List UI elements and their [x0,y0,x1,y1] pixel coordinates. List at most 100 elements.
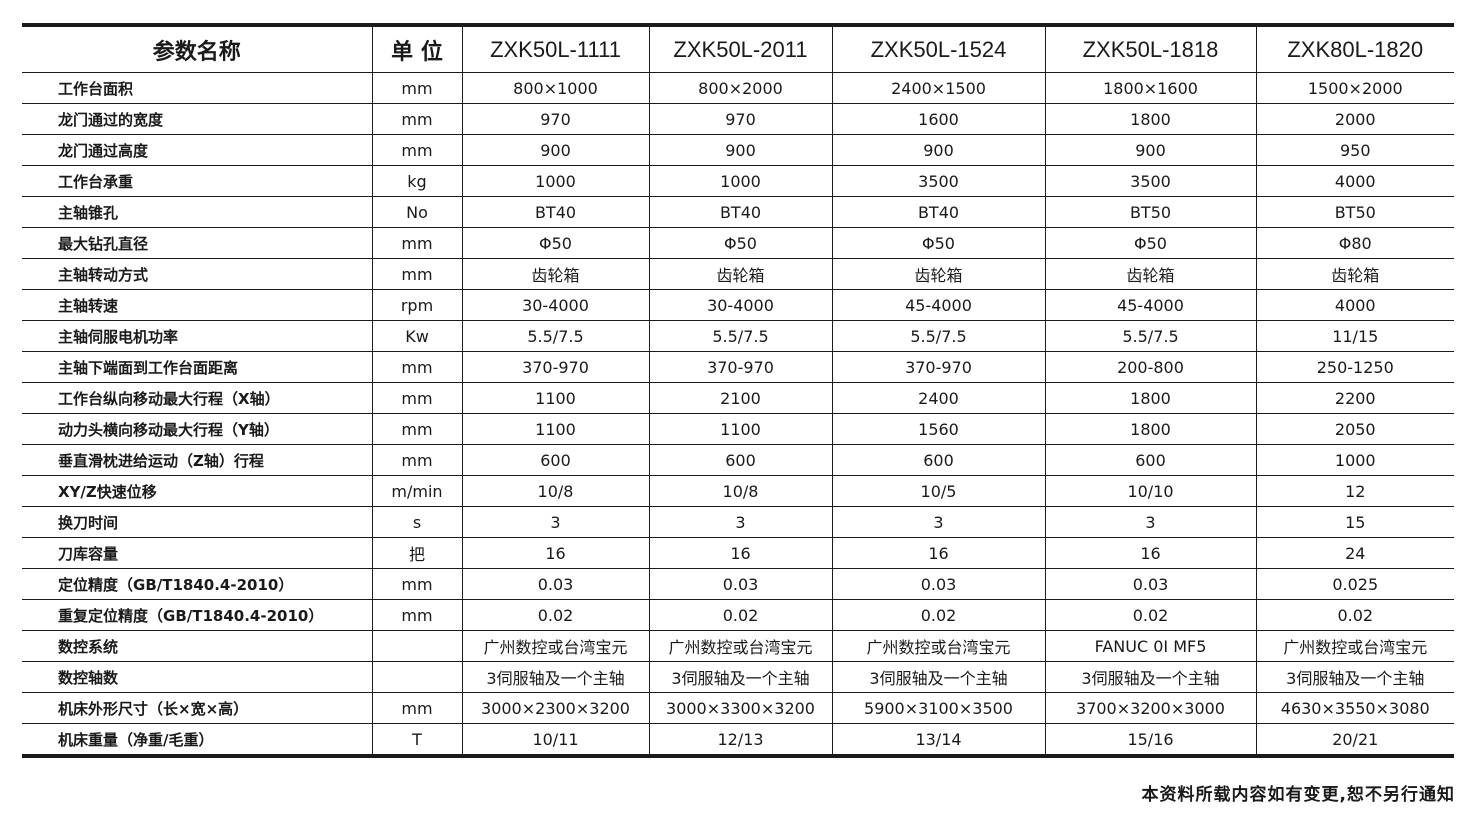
table-row: 工作台纵向移动最大行程（X轴） mm 1100 2100 2400 1800 2200 [22,382,1454,414]
value-cell: FANUC 0I MF5 [1044,630,1257,662]
value-cell: 16 [461,537,650,569]
param-name-cell: 动力头横向移动最大行程（Y轴） [22,413,373,445]
value-cell: 2100 [648,382,833,414]
param-name-cell: 主轴下端面到工作台面距离 [22,351,373,383]
unit-cell: s [371,506,463,538]
param-name-cell: 主轴伺服电机功率 [22,320,373,352]
value-cell: 16 [1044,537,1257,569]
value-cell: Φ50 [461,227,650,259]
unit-cell: mm [371,227,463,259]
value-cell: 45-4000 [831,289,1046,321]
value-cell: 5.5/7.5 [461,320,650,352]
value-cell: 600 [461,444,650,476]
spec-table: 参数名称 单 位 ZXK50L-1111 ZXK50L-2011 ZXK50L-15… [22,23,1454,758]
value-cell: 广州数控或台湾宝元 [831,630,1046,662]
value-cell: 2400 [831,382,1046,414]
value-cell: Φ50 [1044,227,1257,259]
value-cell: 0.03 [1044,568,1257,600]
value-cell: 16 [831,537,1046,569]
value-cell: BT40 [648,196,833,228]
value-cell: 250-1250 [1255,351,1454,383]
param-name-cell: 垂直滑枕进给运动（Z轴）行程 [22,444,373,476]
disclaimer-note: 本资料所载内容如有变更,恕不另行通知 [1141,785,1455,805]
value-cell: 10/10 [1044,475,1257,507]
value-cell: 5.5/7.5 [831,320,1046,352]
value-cell: 12/13 [648,723,833,757]
model-header: ZXK50L-1524 [831,24,1046,73]
value-cell: 3 [461,506,650,538]
param-name-cell: 主轴转动方式 [22,258,373,290]
value-cell: 370-970 [648,351,833,383]
table-row: 龙门通过的宽度 mm 970 970 1600 1800 2000 [22,103,1454,135]
value-cell: 10/5 [831,475,1046,507]
table-row: 主轴转速 rpm 30-4000 30-4000 45-4000 45-4000 4000 [22,289,1454,321]
value-cell: BT40 [831,196,1046,228]
value-cell: 0.025 [1255,568,1454,600]
value-cell: 900 [648,134,833,166]
table-row: 数控轴数 3伺服轴及一个主轴 3伺服轴及一个主轴 3伺服轴及一个主轴 3伺服轴及一个主轴… [22,661,1454,693]
value-cell: 齿轮箱 [648,258,833,290]
param-name-cell: 龙门通过高度 [22,134,373,166]
value-cell: 970 [461,103,650,135]
unit-cell: mm [371,444,463,476]
unit-cell: 把 [371,537,463,569]
value-cell: Φ50 [648,227,833,259]
unit-cell: mm [371,568,463,600]
value-cell: 1560 [831,413,1046,445]
param-name-cell: 重复定位精度（GB/T1840.4-2010） [22,599,373,631]
unit-cell: mm [371,72,463,104]
value-cell: 3 [648,506,833,538]
value-cell: 齿轮箱 [461,258,650,290]
value-cell: 齿轮箱 [831,258,1046,290]
unit-cell: Kw [371,320,463,352]
value-cell: 4000 [1255,289,1454,321]
value-cell: 950 [1255,134,1454,166]
param-name-cell: 主轴锥孔 [22,196,373,228]
param-name-cell: 刀库容量 [22,537,373,569]
table-row: XY/Z快速位移 m/min 10/8 10/8 10/5 10/10 12 [22,475,1454,507]
value-cell: 970 [648,103,833,135]
value-cell: 0.02 [648,599,833,631]
value-cell: 2000 [1255,103,1454,135]
value-cell: 1500×2000 [1255,72,1454,104]
value-cell: 600 [1044,444,1257,476]
param-name-cell: 龙门通过的宽度 [22,103,373,135]
value-cell: 11/15 [1255,320,1454,352]
unit-cell: mm [371,692,463,724]
value-cell: 3000×2300×3200 [461,692,650,724]
value-cell: 800×1000 [461,72,650,104]
unit-cell: rpm [371,289,463,321]
unit-cell: mm [371,134,463,166]
unit-cell: mm [371,413,463,445]
param-name-cell: 工作台面积 [22,72,373,104]
value-cell: 2050 [1255,413,1454,445]
param-name-cell: 工作台纵向移动最大行程（X轴） [22,382,373,414]
unit-cell [371,630,463,662]
value-cell: 15 [1255,506,1454,538]
value-cell: 10/11 [461,723,650,757]
value-cell: 3 [831,506,1046,538]
param-name-cell: 机床重量（净重/毛重） [22,723,373,757]
table-row: 主轴转动方式 mm 齿轮箱 齿轮箱 齿轮箱 齿轮箱 齿轮箱 [22,258,1454,290]
param-name-cell: XY/Z快速位移 [22,475,373,507]
value-cell: 15/16 [1044,723,1257,757]
unit-cell: mm [371,382,463,414]
param-name-cell: 最大钻孔直径 [22,227,373,259]
value-cell: 4630×3550×3080 [1255,692,1454,724]
value-cell: 3伺服轴及一个主轴 [461,661,650,693]
value-cell: 1000 [461,165,650,197]
value-cell: 1100 [648,413,833,445]
param-name-cell: 机床外形尺寸（长×宽×高） [22,692,373,724]
table-row: 机床重量（净重/毛重） T 10/11 12/13 13/14 15/16 20/21 [22,723,1454,757]
value-cell: 3500 [1044,165,1257,197]
value-cell: 1100 [461,413,650,445]
value-cell: 5.5/7.5 [648,320,833,352]
value-cell: 600 [831,444,1046,476]
value-cell: 3伺服轴及一个主轴 [1255,661,1454,693]
value-cell: 16 [648,537,833,569]
table-row: 换刀时间 s 3 3 3 3 15 [22,506,1454,538]
value-cell: Φ80 [1255,227,1454,259]
value-cell: 45-4000 [1044,289,1257,321]
table-row: 主轴伺服电机功率 Kw 5.5/7.5 5.5/7.5 5.5/7.5 5.5/7.5 11… [22,320,1454,352]
value-cell: 1800×1600 [1044,72,1257,104]
